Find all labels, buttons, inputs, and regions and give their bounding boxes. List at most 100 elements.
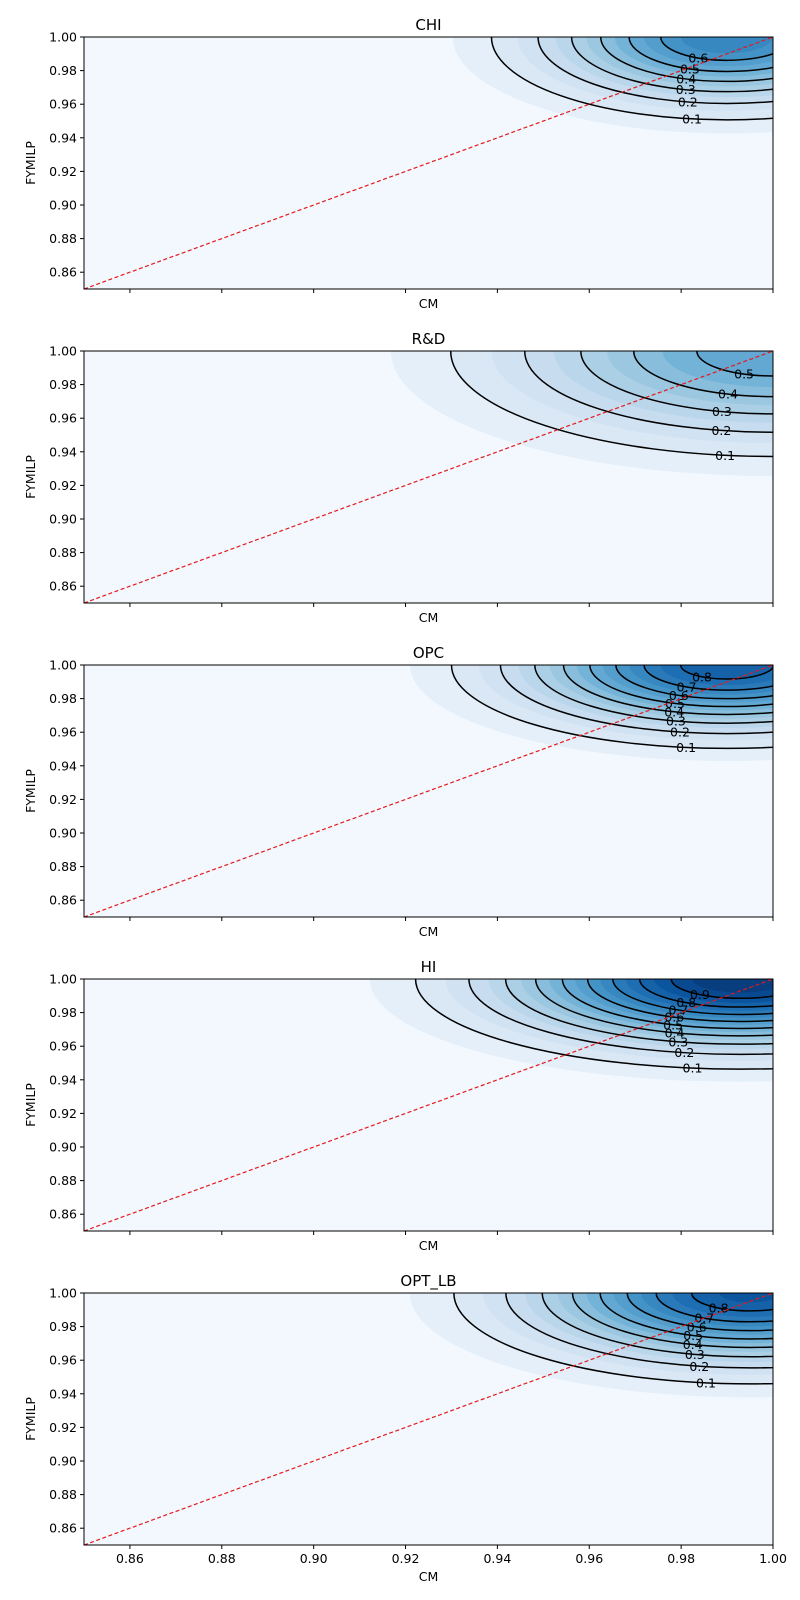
x-tick-label: 0.86	[116, 1551, 144, 1566]
contour-label: 0.2	[711, 423, 731, 438]
contour-line	[660, 37, 773, 62]
x-tick-label: 1.00	[759, 1551, 787, 1566]
contour-label: 0.3	[685, 1347, 705, 1362]
contour-band	[692, 979, 773, 993]
contour-band	[719, 1293, 773, 1303]
contour-line	[570, 37, 773, 93]
axes-frame	[83, 1292, 774, 1546]
y-tick-label: 0.90	[49, 1140, 77, 1155]
y-tick-label: 0.86	[49, 1521, 77, 1536]
subplot-title: OPC	[413, 644, 444, 662]
diagonal-reference-line	[84, 351, 773, 603]
contour-line	[561, 979, 773, 1030]
contour-label: 0.3	[666, 714, 686, 729]
y-tick-label: 0.88	[49, 1487, 77, 1502]
contour-label: 0.7	[668, 1002, 688, 1017]
y-tick-label: 0.90	[49, 1454, 77, 1469]
y-tick-label: 0.92	[49, 1420, 77, 1435]
subplot-title: CHI	[415, 16, 441, 34]
contour-line	[679, 665, 773, 680]
contour-label: 0.3	[676, 82, 696, 97]
contour-band	[696, 351, 773, 376]
y-tick-label: 1.00	[49, 30, 77, 45]
y-tick-label: 0.94	[49, 444, 77, 459]
contour-label: 0.4	[676, 72, 696, 87]
y-tick-label: 0.94	[49, 758, 77, 773]
y-tick-label: 0.90	[49, 826, 77, 841]
subplot-4: 0.10.20.30.40.50.60.70.8OPT_LB0.860.880.…	[23, 1272, 787, 1584]
axes-frame	[83, 36, 774, 290]
y-tick-label: 0.98	[49, 1319, 77, 1334]
y-tick-label: 0.88	[49, 231, 77, 246]
subplot-0: 0.10.20.30.40.50.6 CHI 0.86 0.88 0.90 0.92 0.9…	[23, 16, 774, 311]
y-tick-label: 0.98	[49, 691, 77, 706]
x-tick-label: 0.94	[483, 1551, 511, 1566]
contour-label: 0.2	[674, 1045, 694, 1060]
y-tick-label: 0.92	[49, 1106, 77, 1121]
contour-line	[643, 665, 773, 691]
contour-line	[626, 1293, 773, 1332]
y-tick-label: 0.98	[49, 1005, 77, 1020]
x-axis-label: CM	[419, 1569, 439, 1584]
contour-line	[450, 665, 773, 750]
contour-line	[690, 1293, 773, 1312]
contour-label: 0.6	[688, 51, 708, 66]
x-tick-label: 0.88	[208, 1551, 236, 1566]
contour-line	[468, 979, 773, 1056]
contour-line	[600, 37, 773, 83]
subplot-title: OPT_LB	[400, 1272, 456, 1291]
y-tick-label: 0.94	[49, 1072, 77, 1087]
contour-line	[541, 1293, 773, 1358]
contour-line	[655, 1293, 773, 1323]
contour-label: 0.8	[676, 995, 696, 1010]
contour-label: 0.2	[670, 725, 690, 740]
contour-line	[534, 665, 773, 724]
contour-label: 0.1	[683, 1061, 703, 1076]
y-tick-label: 0.90	[49, 512, 77, 527]
y-axis-label: FYMILP	[23, 1397, 38, 1441]
contour-line	[562, 665, 773, 716]
y-tick-label: 0.90	[49, 198, 77, 213]
diagonal-reference-line	[84, 1293, 773, 1545]
x-axis-label: CM	[419, 610, 439, 625]
contour-line	[599, 1293, 773, 1340]
contour-label: 0.1	[682, 111, 702, 126]
subplot-1: 0.1 0.2 0.3 0.4 0.5 R&D 0.86 0.88 0.90 0.92 0.94 0.…	[23, 330, 774, 625]
y-tick-label: 0.88	[49, 859, 77, 874]
contour-label: 0.1	[676, 740, 696, 755]
diagonal-reference-line	[84, 979, 773, 1231]
contour-band	[681, 37, 773, 54]
contour-label: 0.4	[718, 387, 738, 402]
contour-label: 0.3	[668, 1034, 688, 1049]
axes-frame	[83, 978, 774, 1232]
contour-label: 0.2	[689, 1359, 709, 1374]
subplot-2: 0.10.20.30.40.50.60.70.8 OPC 0.86 0.88 0.90 0…	[23, 644, 774, 939]
subplot-title: R&D	[412, 330, 446, 348]
subplot-3: 0.10.20.30.40.50.60.70.80.9HI0.860.880.9…	[23, 958, 774, 1253]
y-axis-label: FYMILP	[23, 141, 38, 185]
contour-label: 0.4	[665, 1025, 685, 1040]
y-tick-label: 0.86	[49, 1207, 77, 1222]
contour-label: 0.4	[683, 1337, 703, 1352]
y-axis-label: FYMILP	[23, 769, 38, 813]
x-tick-label: 0.90	[300, 1551, 328, 1566]
x-tick-label: 0.92	[392, 1551, 420, 1566]
contour-label: 0.5	[734, 367, 754, 382]
x-tick-label: 0.96	[575, 1551, 603, 1566]
y-tick-label: 0.98	[49, 377, 77, 392]
contour-fills	[390, 351, 773, 477]
contour-line	[670, 979, 773, 1000]
y-tick-label: 0.94	[49, 130, 77, 145]
y-tick-label: 0.92	[49, 478, 77, 493]
contour-line	[537, 37, 773, 105]
contour-band	[680, 665, 773, 680]
y-tick-label: 1.00	[49, 972, 77, 987]
contour-label: 0.1	[715, 448, 735, 463]
x-tick-label: 0.98	[667, 1551, 695, 1566]
contour-label: 0.8	[709, 1301, 729, 1316]
contour-label: 0.7	[677, 679, 697, 694]
contour-line	[586, 979, 773, 1023]
contour-label: 0.5	[683, 1328, 703, 1343]
y-tick-label: 0.88	[49, 545, 77, 560]
